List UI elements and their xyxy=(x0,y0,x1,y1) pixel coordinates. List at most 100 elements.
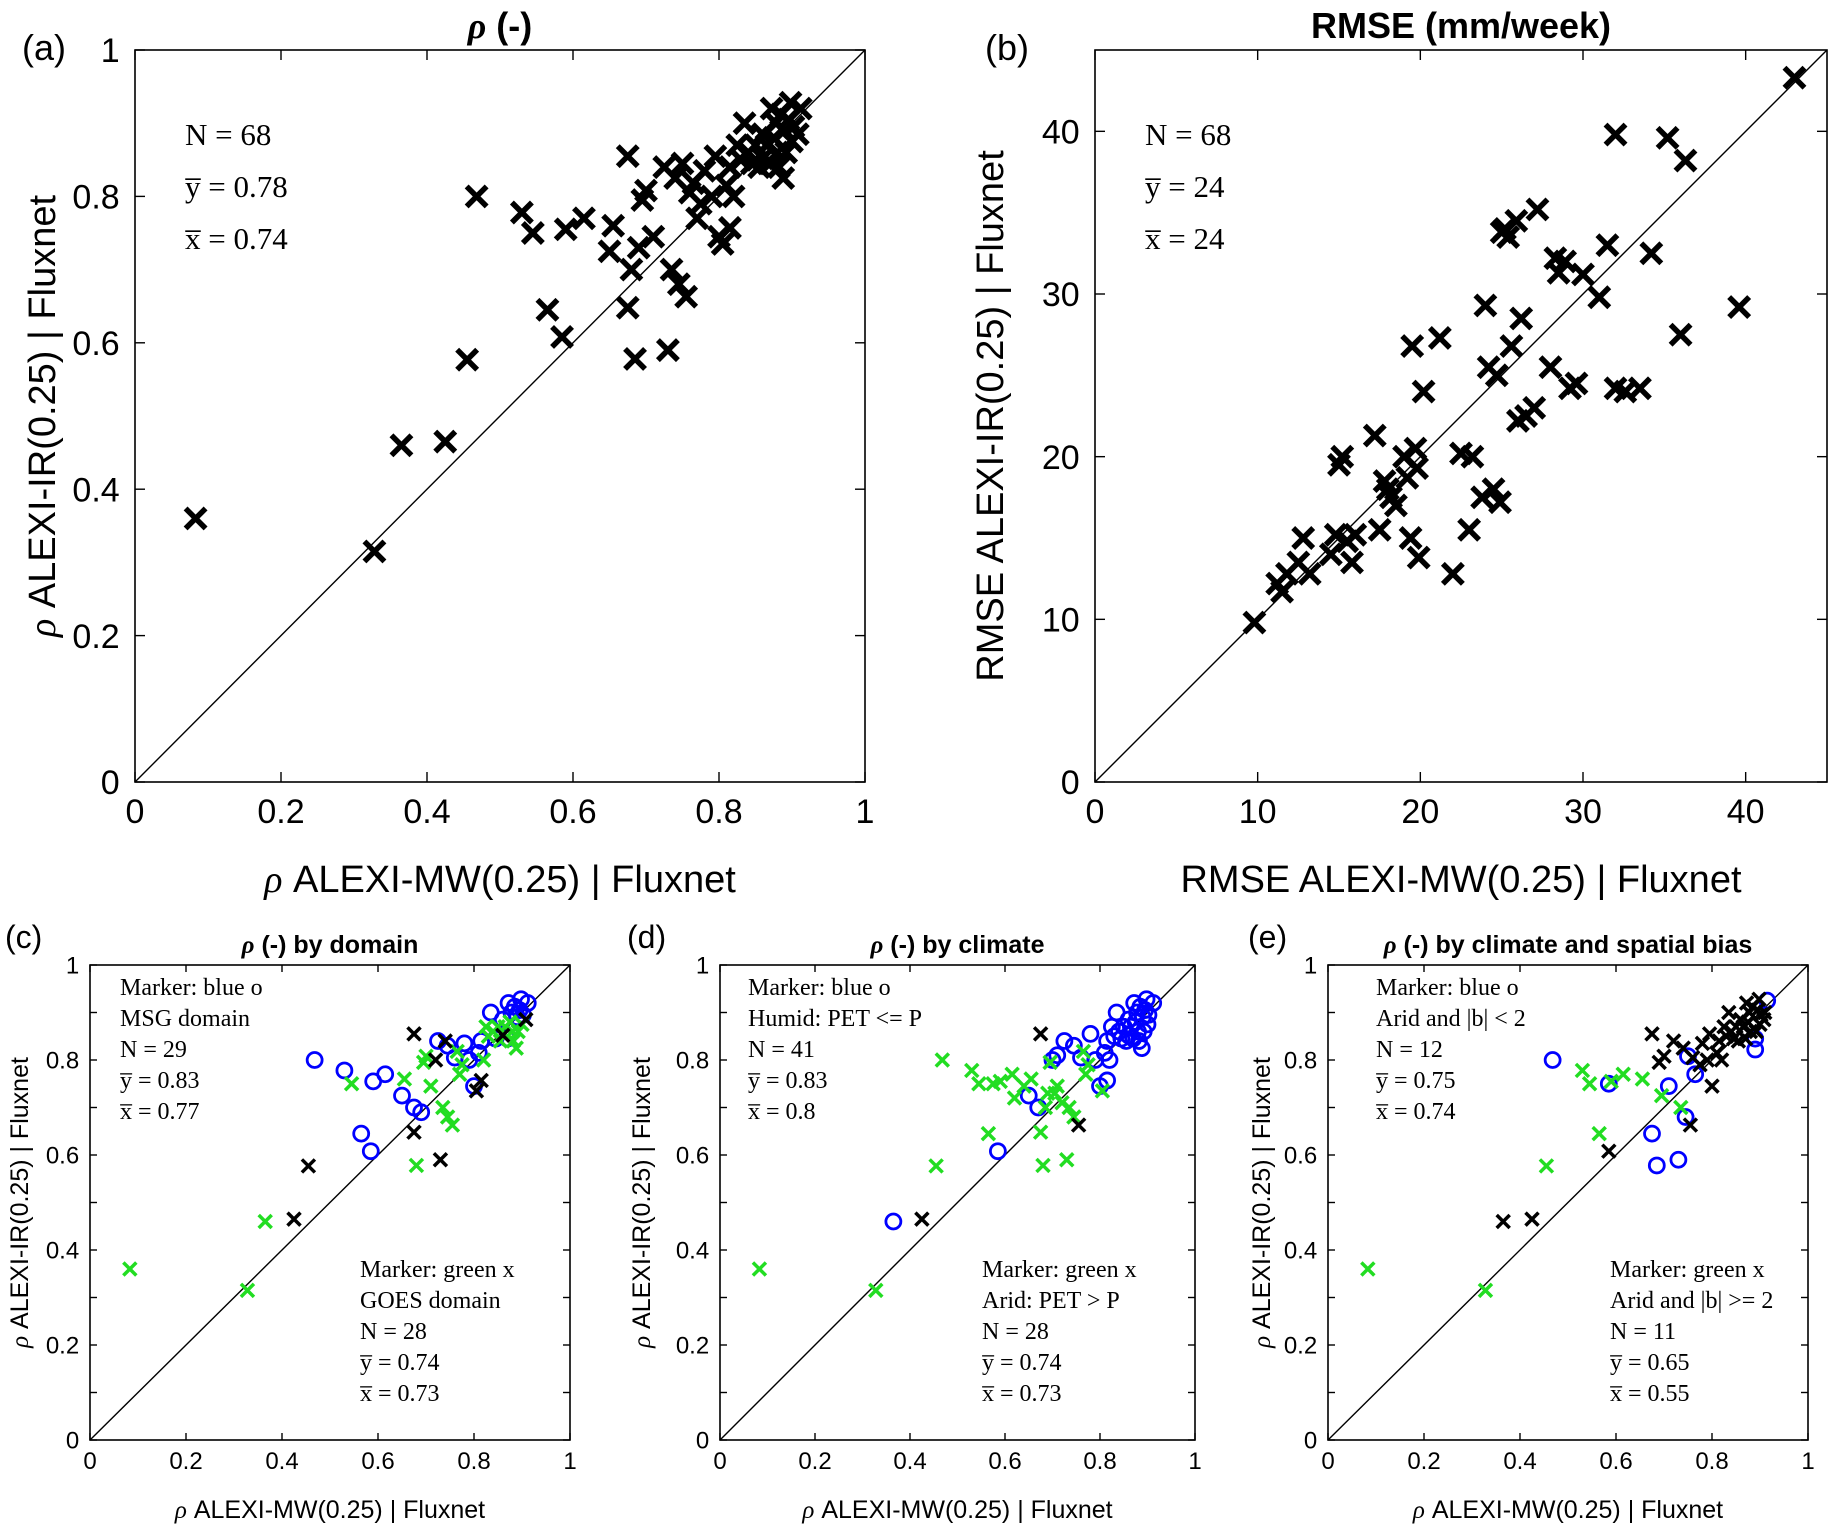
data-point xyxy=(623,346,647,371)
identity-line xyxy=(1094,49,1828,783)
data-point xyxy=(1571,262,1595,287)
data-point xyxy=(1403,436,1428,461)
y-tick-label: 0 xyxy=(696,1428,709,1455)
data-point xyxy=(508,1040,524,1056)
data-point xyxy=(980,1125,997,1142)
y-tick-label: 1 xyxy=(101,32,120,70)
data-point xyxy=(1495,1213,1511,1230)
annotation-line: Marker: green x xyxy=(360,1257,515,1283)
data-point xyxy=(1701,1026,1718,1042)
data-point xyxy=(1587,285,1612,310)
annotation-line: N = 28 xyxy=(982,1319,1049,1345)
y-tick-label: 0.8 xyxy=(1284,1048,1317,1075)
panel-c: 0 0.2 0.4 0.6 0.8 1 0 0.2 0.4 0.6 0.8 1 ρ (-) by dom… xyxy=(5,919,577,1524)
data-point xyxy=(601,213,626,238)
data-point xyxy=(1460,444,1485,469)
y-tick-label: 1 xyxy=(66,953,79,980)
data-point xyxy=(473,1072,489,1089)
y-tick-label: 0.4 xyxy=(676,1238,709,1265)
y-tick-label: 20 xyxy=(1042,439,1080,477)
y-axis-label: ρ ALEXI-IR(0.25) | Fluxnet xyxy=(22,195,64,639)
x-tick-label: 0.4 xyxy=(1503,1448,1536,1475)
x-tick-label: 0.6 xyxy=(361,1448,394,1475)
data-point xyxy=(985,1076,1001,1092)
y-tick-label: 0.6 xyxy=(676,1143,709,1170)
data-point xyxy=(1297,561,1322,586)
data-point xyxy=(1538,355,1563,380)
data-point xyxy=(300,1158,317,1174)
data-point xyxy=(1742,1023,1759,1040)
data-point xyxy=(1343,522,1368,547)
data-point xyxy=(518,1011,534,1028)
data-point xyxy=(427,1052,444,1068)
data-point xyxy=(1340,550,1364,575)
annotation-line: Arid and |b| < 2 xyxy=(1376,1006,1526,1032)
x-tick-label: 0.2 xyxy=(1407,1448,1440,1475)
x-tick-label: 1 xyxy=(1801,1448,1814,1475)
data-point xyxy=(1509,306,1534,331)
data-point xyxy=(1704,1078,1720,1094)
x-tick-label: 0.6 xyxy=(549,793,596,831)
data-point xyxy=(437,1033,453,1049)
data-point xyxy=(928,1158,944,1174)
data-point xyxy=(710,232,735,256)
data-point xyxy=(1405,456,1430,480)
data-point xyxy=(1659,1077,1678,1096)
data-point xyxy=(989,1142,1007,1161)
data-point xyxy=(1595,233,1620,258)
data-point xyxy=(1066,1109,1082,1125)
y-tick-label: 0 xyxy=(1304,1428,1317,1455)
annotation-line: y̅ = 0.65 xyxy=(1609,1350,1689,1376)
plot-frame xyxy=(134,49,866,783)
x-tick-label: 0 xyxy=(1321,1448,1334,1475)
data-point xyxy=(1270,579,1295,604)
data-point xyxy=(464,184,489,209)
series-2 xyxy=(1495,991,1773,1230)
data-point xyxy=(1032,1026,1049,1042)
annotation-line: x̅ = 0.73 xyxy=(981,1381,1061,1407)
data-point xyxy=(718,215,742,240)
data-point xyxy=(406,1026,422,1042)
x-tick-label: 0 xyxy=(1086,793,1105,831)
x-axis-label: ρ ALEXI-MW(0.25) | Fluxnet xyxy=(174,1496,485,1524)
data-point xyxy=(455,347,480,372)
data-point xyxy=(1713,1052,1730,1068)
data-point xyxy=(1682,1117,1699,1133)
y-tick-label: 0.8 xyxy=(676,1048,709,1075)
x-tick-label: 0.6 xyxy=(1599,1448,1632,1475)
annotation-line: x̅ = 0.55 xyxy=(1609,1381,1689,1407)
data-point xyxy=(535,297,560,322)
annotation-line: Marker: blue o xyxy=(120,975,263,1001)
x-tick-label: 0.2 xyxy=(257,793,304,831)
data-point xyxy=(361,1142,380,1161)
data-point xyxy=(1400,334,1425,358)
data-point xyxy=(520,221,545,245)
annotation-line: Humid: PET <= P xyxy=(748,1006,922,1032)
y-tick-label: 0.8 xyxy=(46,1048,79,1075)
data-point xyxy=(449,1043,465,1060)
data-point xyxy=(1751,991,1767,1007)
x-tick-label: 0.8 xyxy=(1695,1448,1728,1475)
annotation-block: N = 68 y̅ = 0.78 x̅ = 0.74 xyxy=(185,117,288,256)
data-point xyxy=(335,1061,354,1080)
data-point xyxy=(1406,545,1431,570)
data-point xyxy=(1100,1051,1119,1069)
y-tick-label: 0.4 xyxy=(46,1238,79,1265)
data-point xyxy=(286,1211,302,1227)
series-1 xyxy=(1360,1062,1689,1299)
data-point xyxy=(1599,1074,1618,1093)
y-tick-label: 0.2 xyxy=(46,1333,79,1360)
data-point xyxy=(1699,1052,1715,1068)
x-axis-label: RMSE ALEXI-MW(0.25) | Fluxnet xyxy=(1180,859,1741,901)
panel-a: 0 0.2 0.4 0.6 0.8 1 0 0.2 0.4 0.6 0.8 1 ρ (-) (a) ρ AL… xyxy=(22,5,874,901)
data-point xyxy=(1094,1083,1111,1099)
x-tick-label: 0.2 xyxy=(798,1448,831,1475)
data-point xyxy=(666,272,691,297)
data-point xyxy=(1634,1071,1651,1087)
y-tick-label: 1 xyxy=(696,953,709,980)
series-1 xyxy=(751,1043,1111,1299)
data-point xyxy=(1643,1124,1661,1143)
data-point xyxy=(1144,994,1163,1012)
data-point xyxy=(1427,325,1452,350)
annotation-line: N = 41 xyxy=(748,1037,815,1063)
